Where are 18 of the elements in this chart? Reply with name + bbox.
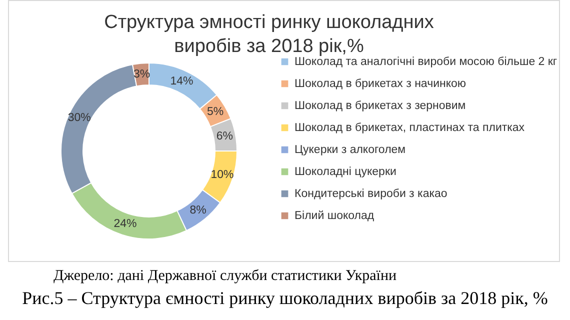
data-label: 24% (114, 218, 137, 230)
data-label: 8% (190, 204, 206, 216)
legend-label: Шоколадні цукерки (294, 166, 396, 178)
legend-label: Кондитерські вироби з какао (294, 188, 448, 200)
legend-label: Шоколад та аналогічні вироби мосою більше 2 кг (294, 56, 558, 68)
data-label: 10% (210, 168, 234, 181)
data-label: 14% (170, 75, 194, 88)
legend-label: Цукерки з алкоголем (294, 144, 406, 156)
data-label: 6% (216, 130, 233, 143)
text: Джерело: дані Державної служби статистики України (52, 268, 398, 285)
chart-title: Структура эмності ринку шоколадних виробів за 2018 рік,% (103, 11, 434, 57)
legend-label: Шоколад в брикетах з зерновим (294, 100, 466, 112)
data-label: 5% (206, 106, 224, 118)
legend-label: Білий шоколад (294, 210, 374, 222)
data-label: 30% (68, 112, 91, 124)
legend-label: Шоколад в брикетах, пластинах та плитках (294, 122, 525, 134)
text: Рис.5 – Структура ємності ринку шоколадних виробів за 2018 рік, % (21, 288, 549, 309)
legend-label: Шоколад в брикетах з начинкою (294, 78, 466, 90)
